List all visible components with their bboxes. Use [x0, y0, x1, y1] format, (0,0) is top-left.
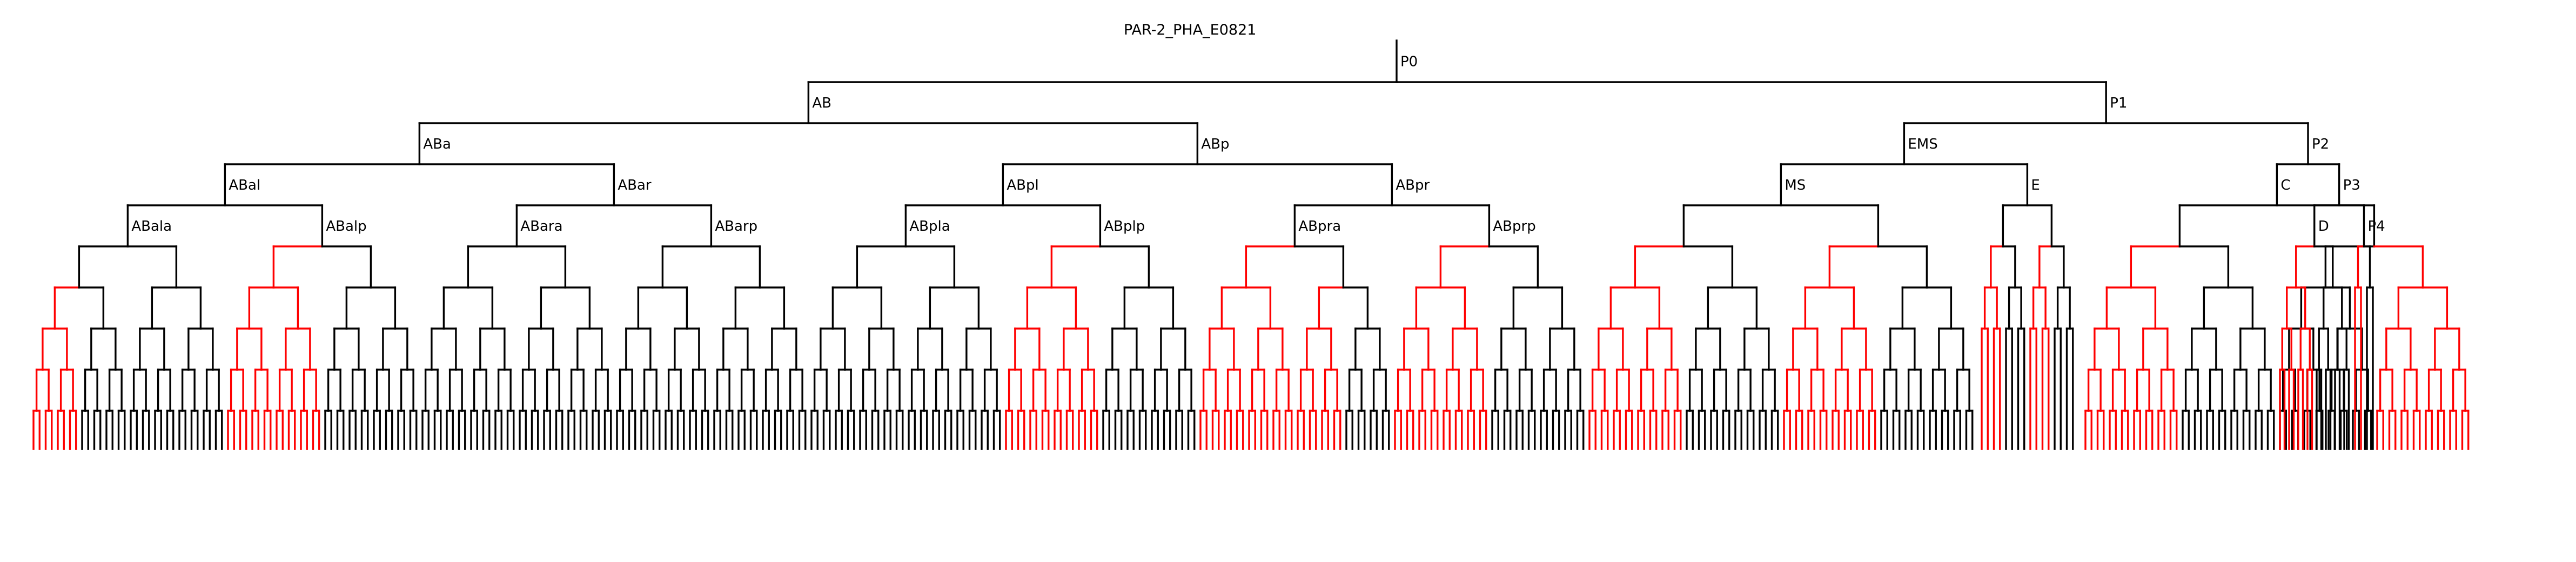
node-label-ABpla: ABpla: [909, 218, 950, 235]
node-label-EMS: EMS: [1908, 136, 1937, 152]
node-label-P3: P3: [2343, 177, 2360, 193]
node-label-ABalp: ABalp: [326, 218, 366, 235]
node-label-ABar: ABar: [618, 177, 652, 193]
node-label-ABp: ABp: [1201, 136, 1229, 152]
node-label-P0: P0: [1400, 54, 1418, 70]
node-label-AB: AB: [812, 95, 831, 111]
node-label-P4: P4: [2368, 218, 2385, 235]
node-label-MS: MS: [1785, 177, 1806, 193]
node-label-ABara: ABara: [520, 218, 562, 235]
node-label-E: E: [2031, 177, 2040, 193]
tree-edges: [32, 39, 2470, 450]
node-label-ABpr: ABpr: [1396, 177, 1430, 193]
node-label-D: D: [2318, 218, 2329, 235]
node-label-ABprp: ABprp: [1493, 218, 1535, 235]
plot-title: PAR-2_PHA_E0821: [1124, 22, 1256, 38]
node-label-ABpra: ABpra: [1298, 218, 1341, 235]
node-label-ABa: ABa: [423, 136, 451, 152]
node-label-ABarp: ABarp: [715, 218, 757, 235]
node-label-P2: P2: [2312, 136, 2329, 152]
node-label-P1: P1: [2110, 95, 2127, 111]
node-label-ABal: ABal: [229, 177, 260, 193]
node-label-ABpl: ABpl: [1007, 177, 1038, 193]
node-label-ABala: ABala: [131, 218, 172, 235]
tree-node-labels: P0 AB ABa ABal ABala ABalp ABar ABara ABarp ABp AB…: [131, 54, 2385, 235]
node-label-ABplp: ABplp: [1104, 218, 1145, 235]
node-label-C: C: [2280, 177, 2290, 193]
